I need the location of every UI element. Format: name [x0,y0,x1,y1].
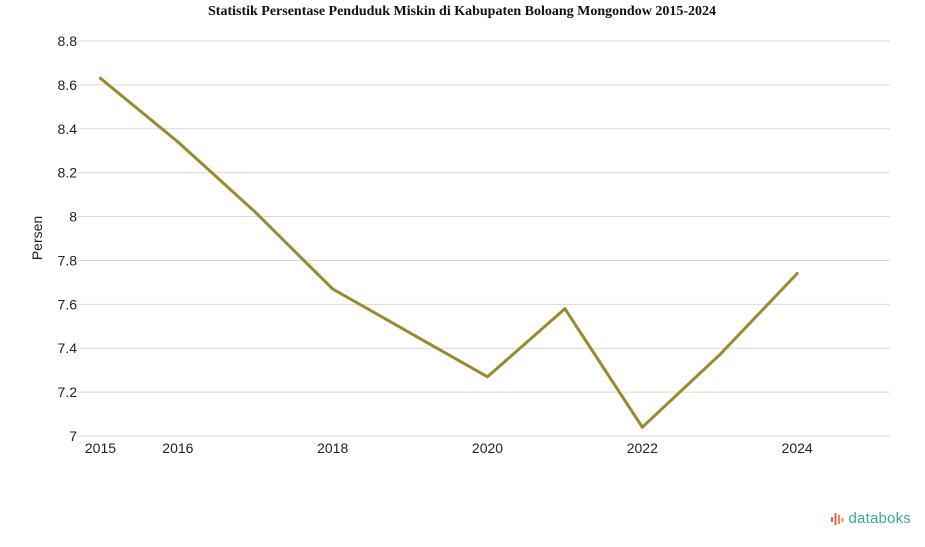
brand-name: databoks [848,510,911,527]
y-tick-label: 7.2 [58,384,78,400]
y-tick-label: 8.4 [58,121,78,137]
data-point [718,353,722,357]
chart-title: Statistik Persentase Penduduk Miskin di … [208,4,716,19]
data-point [253,210,257,214]
x-tick-label: 2018 [317,440,348,456]
y-tick-label: 8.2 [58,165,78,181]
series-layer [98,76,799,429]
data-point [486,375,489,379]
y-tick-labels: 7 7.2 7.4 7.6 7.8 8 8.2 8.4 8.6 8.8 [58,33,78,444]
y-tick-label: 8 [69,209,77,225]
y-tick-label: 7 [69,428,77,444]
data-point [640,425,644,429]
x-tick-labels: 2015 2016 2018 2020 2022 2024 [85,440,813,456]
y-tick-label: 7.8 [58,252,78,268]
x-tick-label: 2020 [472,440,503,456]
x-tick-label: 2024 [782,440,813,456]
data-point [176,140,180,144]
grid-lines [77,40,890,437]
y-tick-label: 7.6 [58,296,78,312]
x-tick-label: 2015 [85,440,116,456]
x-tick-label: 2016 [162,440,193,456]
data-point [795,272,799,276]
data-point [331,287,335,291]
data-point [98,76,102,80]
databoks-logo: databoks [830,510,911,527]
y-tick-label: 8.8 [58,33,78,49]
x-tick-label: 2022 [627,440,658,456]
series-line [99,76,799,429]
y-axis-label: Persen [29,216,45,260]
data-point [408,331,412,335]
data-point [563,307,567,311]
y-tick-label: 7.4 [58,340,78,356]
y-tick-label: 8.6 [58,77,78,93]
databoks-logo-icon [830,512,844,525]
